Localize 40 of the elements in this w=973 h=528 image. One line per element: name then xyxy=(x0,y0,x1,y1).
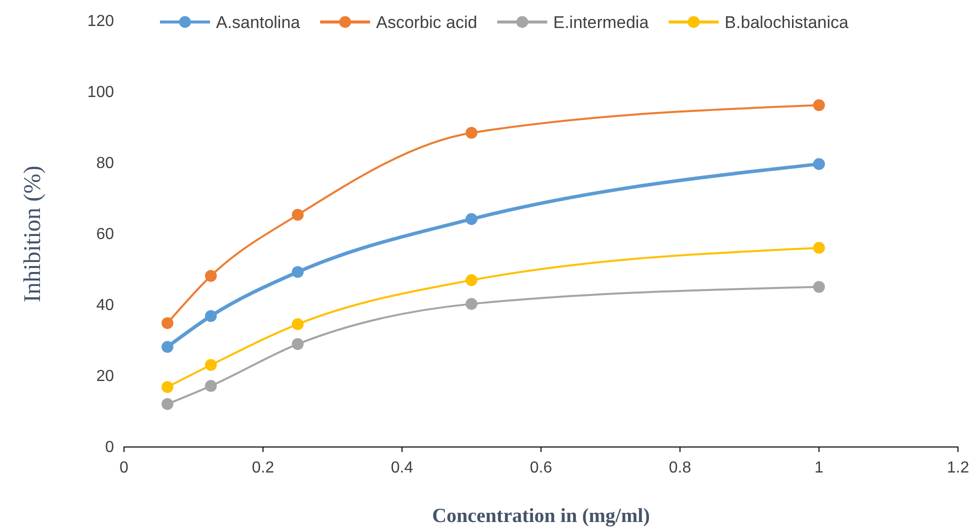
y-tick-label: 40 xyxy=(96,297,114,314)
x-tick-label: 1.2 xyxy=(946,460,970,477)
point xyxy=(204,270,217,282)
point xyxy=(292,208,304,221)
y-tick-label: 0 xyxy=(105,439,114,456)
point xyxy=(204,380,217,392)
point xyxy=(292,266,304,278)
y-tick-label: 120 xyxy=(87,13,114,30)
x-tick-label: 0.8 xyxy=(668,460,692,477)
x-tick-label: 0.2 xyxy=(252,460,274,477)
point xyxy=(162,340,174,353)
point xyxy=(466,274,478,286)
point xyxy=(813,99,825,112)
point xyxy=(813,280,825,293)
x-tick-label: 0 xyxy=(120,460,129,477)
point xyxy=(162,317,174,330)
x-axis-title: Concentration in (mg/ml) xyxy=(432,505,650,527)
legend-label: Ascorbic acid xyxy=(376,13,478,32)
y-tick-label: 20 xyxy=(96,368,114,386)
point xyxy=(813,158,825,170)
legend-label: B.balochistanica xyxy=(724,13,850,32)
point xyxy=(466,298,478,310)
x-tick-label: 0.6 xyxy=(530,460,552,477)
point xyxy=(292,338,304,350)
point xyxy=(466,213,478,225)
point xyxy=(162,381,174,393)
point xyxy=(466,126,478,139)
legend-label: A.santolina xyxy=(216,13,301,32)
x-tick-label: 1 xyxy=(814,460,824,477)
y-tick-label: 100 xyxy=(87,84,114,102)
point xyxy=(204,310,217,322)
y-axis-title: Inhibition (%) xyxy=(20,166,46,302)
point xyxy=(813,242,825,254)
y-tick-label: 80 xyxy=(96,155,114,172)
point xyxy=(162,398,174,410)
x-tick-label: 0.4 xyxy=(390,460,414,477)
y-tick-label: 60 xyxy=(96,226,114,244)
point xyxy=(292,318,304,330)
point xyxy=(204,359,217,371)
legend-label: E.intermedia xyxy=(553,13,650,32)
